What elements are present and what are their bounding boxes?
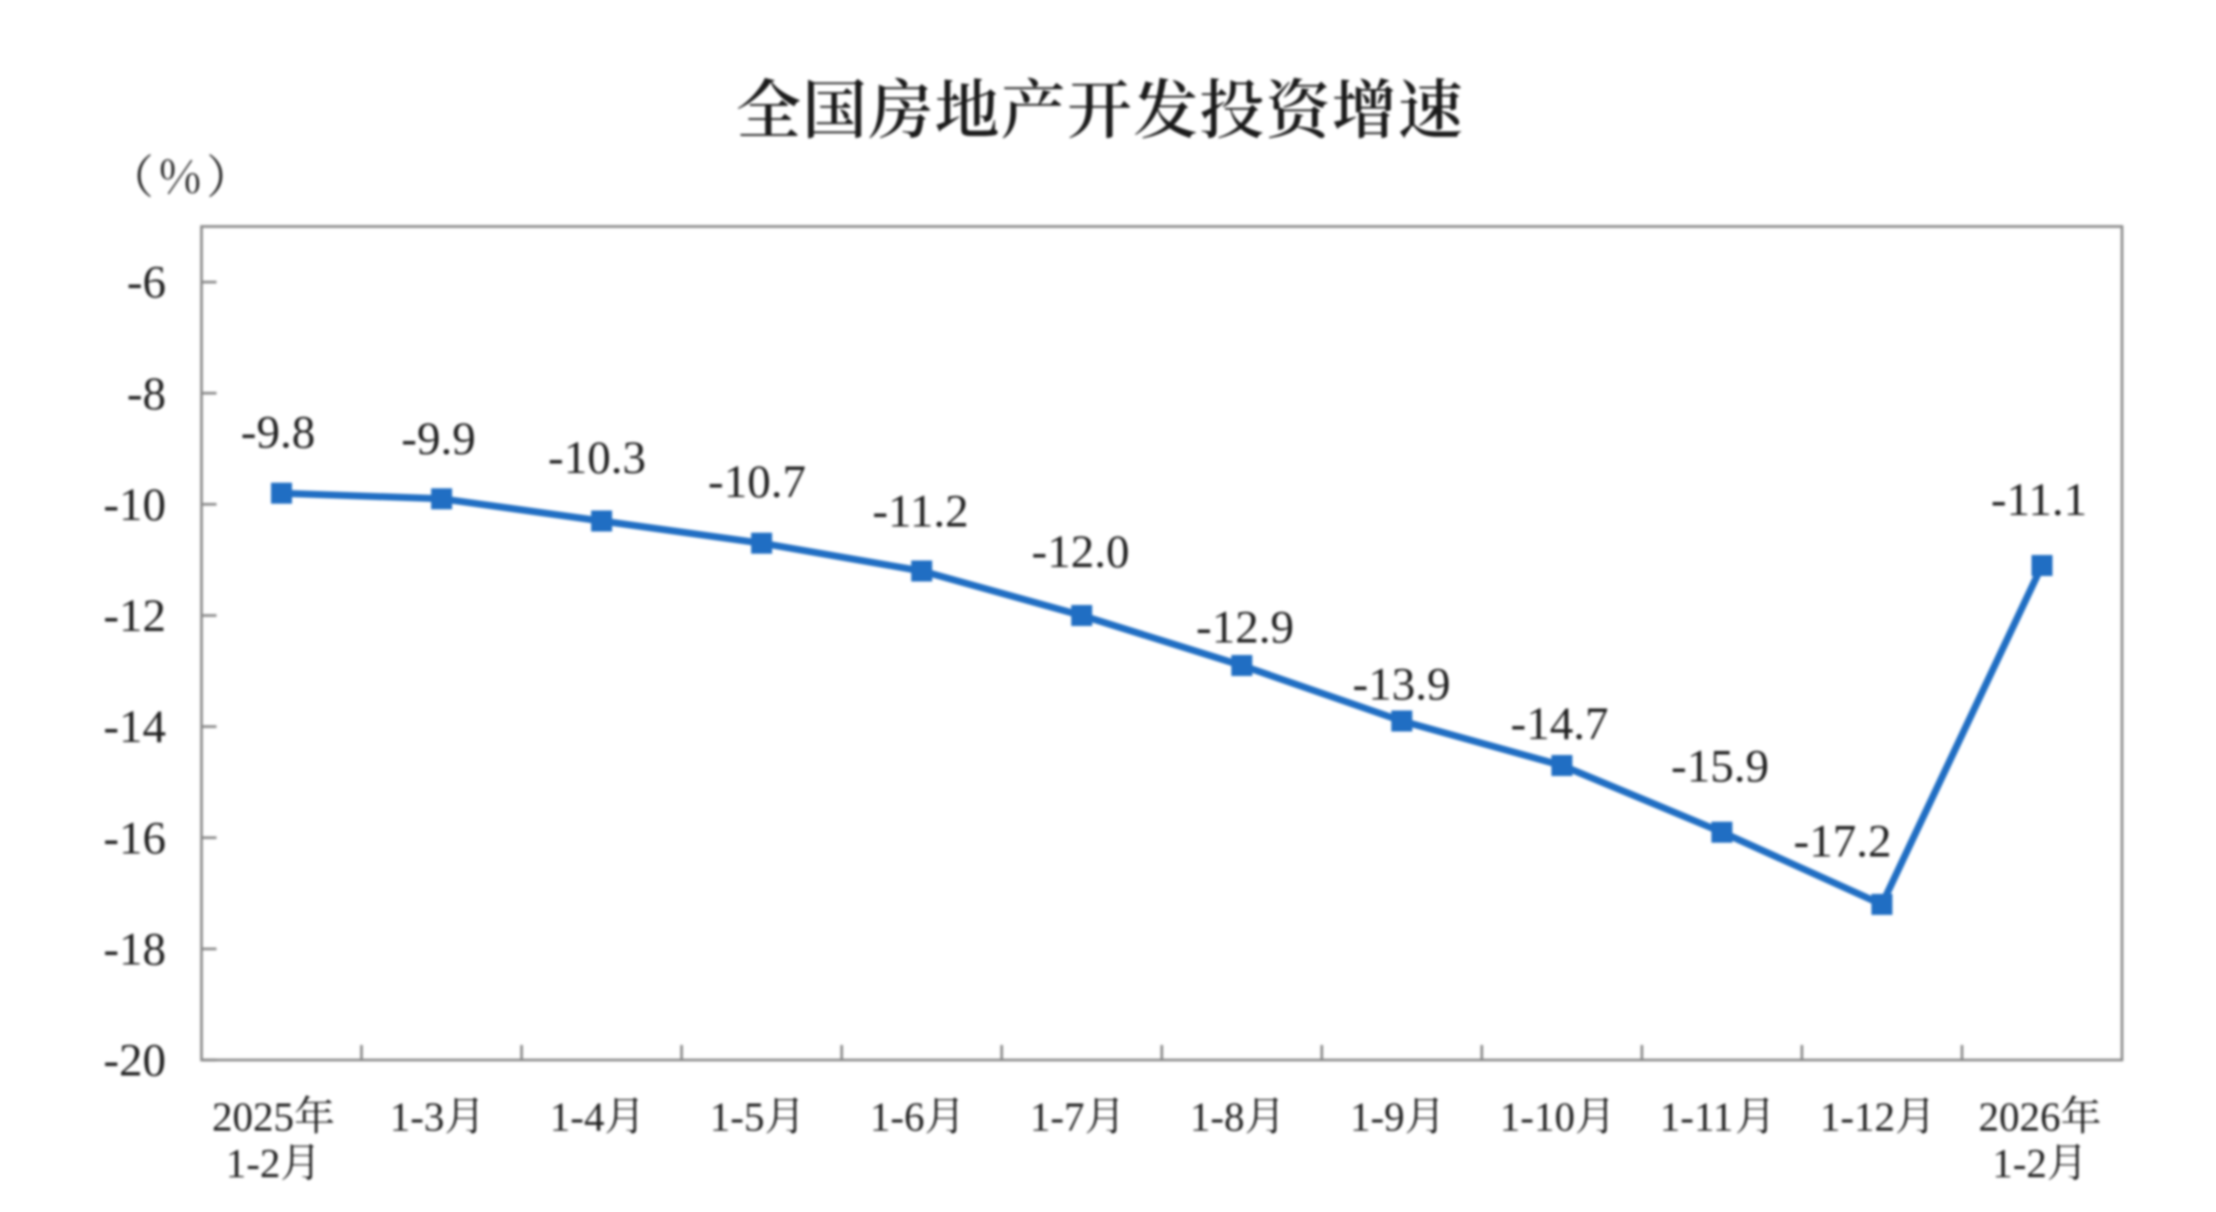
svg-text:-10.7: -10.7 <box>708 456 806 508</box>
svg-text:1-8: 1-8 <box>1190 1093 1245 1139</box>
svg-text:-12.0: -12.0 <box>1032 526 1130 578</box>
svg-text:1-2: 1-2 <box>1992 1140 2047 1186</box>
svg-text:-9.9: -9.9 <box>401 413 475 465</box>
svg-text:-15.9: -15.9 <box>1671 741 1769 793</box>
svg-text:2026: 2026 <box>1979 1093 2061 1139</box>
svg-text:1-2: 1-2 <box>226 1140 281 1186</box>
svg-text:-10.3: -10.3 <box>548 432 646 484</box>
svg-text:-13.9: -13.9 <box>1353 659 1451 711</box>
svg-text:1-10: 1-10 <box>1500 1093 1575 1139</box>
svg-text:1-6: 1-6 <box>870 1093 925 1139</box>
svg-text:-9.8: -9.8 <box>241 407 315 459</box>
svg-text:-20: -20 <box>103 1035 166 1087</box>
svg-text:-11.2: -11.2 <box>872 486 968 538</box>
svg-text:-11.1: -11.1 <box>1991 474 2087 526</box>
svg-text:-6: -6 <box>127 257 166 309</box>
svg-text:1-11: 1-11 <box>1660 1093 1734 1139</box>
svg-text:1-7: 1-7 <box>1030 1093 1085 1139</box>
svg-text:-14.7: -14.7 <box>1511 698 1609 750</box>
svg-text:-8: -8 <box>127 368 166 420</box>
svg-text:1-3: 1-3 <box>390 1093 445 1139</box>
svg-text:-18: -18 <box>103 923 166 975</box>
svg-text:-12: -12 <box>103 590 166 642</box>
svg-text:-17.2: -17.2 <box>1794 816 1892 868</box>
svg-text:1-5: 1-5 <box>710 1093 765 1139</box>
svg-text:1-12: 1-12 <box>1820 1093 1895 1139</box>
svg-text:1-9: 1-9 <box>1350 1093 1405 1139</box>
svg-text:-12.9: -12.9 <box>1196 602 1294 654</box>
svg-text:1-4: 1-4 <box>550 1093 605 1139</box>
svg-text:-10: -10 <box>103 479 166 531</box>
svg-text:-14: -14 <box>103 701 166 753</box>
svg-text:-16: -16 <box>103 812 166 864</box>
svg-text:2025: 2025 <box>212 1093 294 1139</box>
